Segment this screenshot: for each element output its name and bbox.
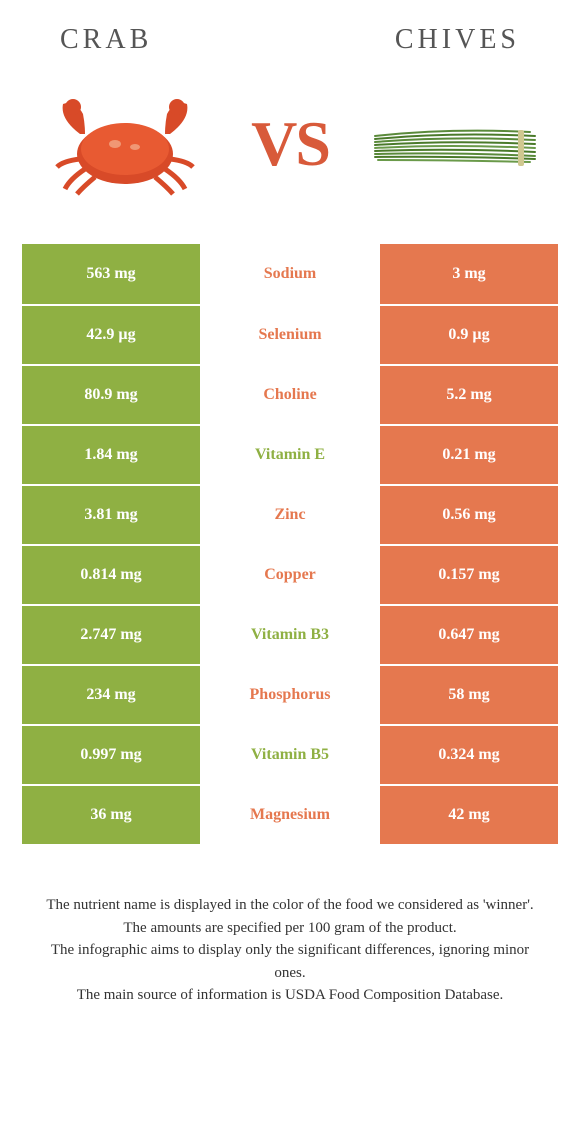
cell-right-value: 0.324 mg bbox=[380, 726, 558, 784]
hero-row: VS bbox=[20, 84, 560, 204]
nutrient-row: 0.814 mgCopper0.157 mg bbox=[22, 544, 558, 604]
cell-nutrient-label: Sodium bbox=[200, 244, 380, 304]
cell-right-value: 3 mg bbox=[380, 244, 558, 304]
cell-right-value: 0.9 µg bbox=[380, 306, 558, 364]
cell-left-value: 0.997 mg bbox=[22, 726, 200, 784]
footer-line-3: The main source of information is USDA F… bbox=[36, 984, 544, 1007]
cell-left-value: 563 mg bbox=[22, 244, 200, 304]
cell-right-value: 5.2 mg bbox=[380, 366, 558, 424]
cell-left-value: 3.81 mg bbox=[22, 486, 200, 544]
cell-left-value: 234 mg bbox=[22, 666, 200, 724]
vs-label: VS bbox=[251, 107, 329, 181]
cell-right-value: 0.157 mg bbox=[380, 546, 558, 604]
nutrient-row: 0.997 mgVitamin B50.324 mg bbox=[22, 724, 558, 784]
cell-nutrient-label: Vitamin B3 bbox=[200, 606, 380, 664]
cell-nutrient-label: Zinc bbox=[200, 486, 380, 544]
cell-right-value: 42 mg bbox=[380, 786, 558, 844]
cell-nutrient-label: Vitamin E bbox=[200, 426, 380, 484]
footer-line-2: The infographic aims to display only the… bbox=[36, 939, 544, 984]
cell-right-value: 0.56 mg bbox=[380, 486, 558, 544]
cell-left-value: 1.84 mg bbox=[22, 426, 200, 484]
footer-line-0: The nutrient name is displayed in the co… bbox=[36, 894, 544, 917]
titles-row: CRAB CHIVES bbox=[20, 24, 560, 56]
nutrient-table: 563 mgSodium3 mg42.9 µgSelenium0.9 µg80.… bbox=[22, 244, 558, 844]
nutrient-row: 2.747 mgVitamin B30.647 mg bbox=[22, 604, 558, 664]
nutrient-row: 36 mgMagnesium42 mg bbox=[22, 784, 558, 844]
nutrient-row: 563 mgSodium3 mg bbox=[22, 244, 558, 304]
nutrient-row: 234 mgPhosphorus58 mg bbox=[22, 664, 558, 724]
chives-image bbox=[370, 84, 540, 204]
cell-left-value: 42.9 µg bbox=[22, 306, 200, 364]
cell-right-value: 0.21 mg bbox=[380, 426, 558, 484]
cell-nutrient-label: Vitamin B5 bbox=[200, 726, 380, 784]
footer-notes: The nutrient name is displayed in the co… bbox=[20, 894, 560, 1007]
nutrient-row: 80.9 mgCholine5.2 mg bbox=[22, 364, 558, 424]
cell-left-value: 0.814 mg bbox=[22, 546, 200, 604]
title-left: CRAB bbox=[60, 24, 152, 56]
cell-right-value: 0.647 mg bbox=[380, 606, 558, 664]
nutrient-row: 3.81 mgZinc0.56 mg bbox=[22, 484, 558, 544]
crab-image bbox=[40, 84, 210, 204]
cell-right-value: 58 mg bbox=[380, 666, 558, 724]
title-right: CHIVES bbox=[395, 24, 520, 56]
cell-nutrient-label: Choline bbox=[200, 366, 380, 424]
cell-left-value: 36 mg bbox=[22, 786, 200, 844]
nutrient-row: 1.84 mgVitamin E0.21 mg bbox=[22, 424, 558, 484]
nutrient-row: 42.9 µgSelenium0.9 µg bbox=[22, 304, 558, 364]
cell-left-value: 2.747 mg bbox=[22, 606, 200, 664]
footer-line-1: The amounts are specified per 100 gram o… bbox=[36, 917, 544, 940]
cell-nutrient-label: Magnesium bbox=[200, 786, 380, 844]
cell-left-value: 80.9 mg bbox=[22, 366, 200, 424]
cell-nutrient-label: Copper bbox=[200, 546, 380, 604]
cell-nutrient-label: Phosphorus bbox=[200, 666, 380, 724]
cell-nutrient-label: Selenium bbox=[200, 306, 380, 364]
